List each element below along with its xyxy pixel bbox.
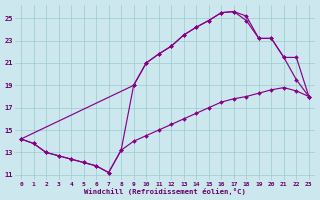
X-axis label: Windchill (Refroidissement éolien,°C): Windchill (Refroidissement éolien,°C) — [84, 188, 246, 195]
